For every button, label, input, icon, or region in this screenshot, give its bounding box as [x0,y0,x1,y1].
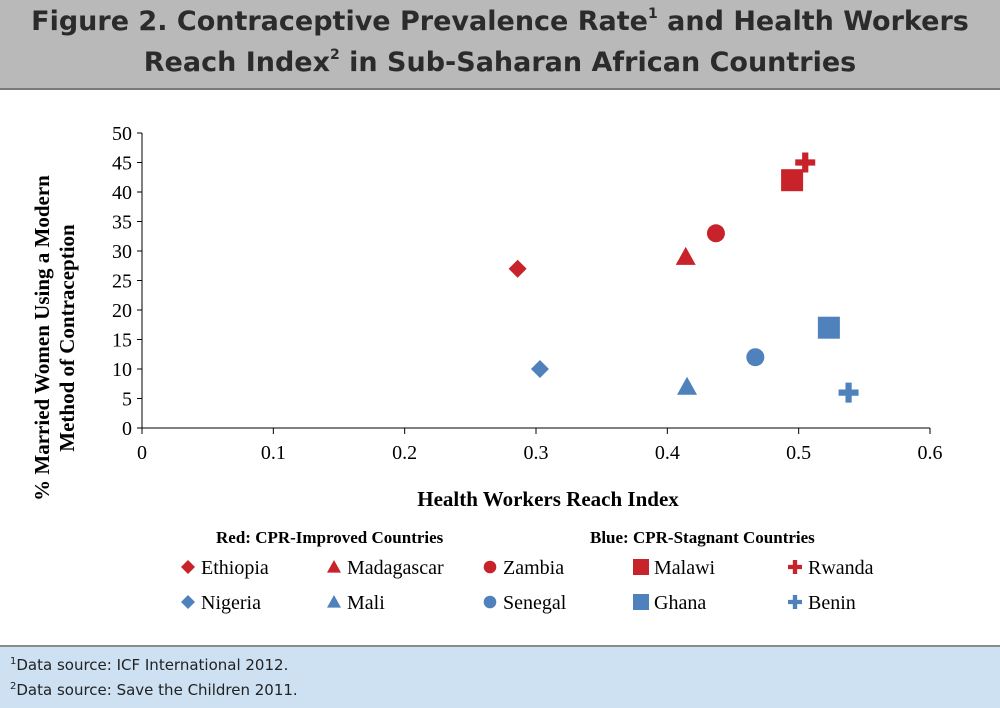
legend-marker-mali [327,595,341,608]
chart-legend: Red: CPR-Improved Countries Blue: CPR-St… [181,528,874,614]
data-points [508,152,859,403]
y-tick-label: 5 [122,389,132,411]
y-tick-label: 20 [112,300,132,322]
data-point-zambia [706,224,725,243]
data-point-senegal [746,348,765,367]
legend-label-ethiopia: Ethiopia [201,557,269,579]
legend-marker-nigeria [181,595,195,609]
data-point-mali [677,376,698,395]
footnote-2-text: Data source: Save the Children 2011. [16,681,298,699]
data-point-rwanda [795,152,816,173]
y-axis-label: % Married Women Using a Modern Method of… [30,175,79,501]
legend-marker-ghana [633,594,649,610]
footnote-1-text: Data source: ICF International 2012. [16,656,289,674]
title-text-part-3: Reach Index [143,47,331,78]
footnote-1-marker: 1 [10,656,17,667]
data-point-ethiopia [508,259,527,278]
x-axis-label: Health Workers Reach Index [417,487,679,511]
legend-marker-senegal [483,595,497,609]
legend-label-nigeria: Nigeria [201,592,261,614]
y-tick-label: 45 [112,153,132,175]
legend-label-senegal: Senegal [503,592,567,614]
legend-marker-benin [788,595,803,609]
x-tick-label: 0.4 [655,442,680,464]
y-tick-label: 0 [122,418,132,440]
legend-group-label-stagnant: Blue: CPR-Stagnant Countries [590,528,815,547]
legend-label-zambia: Zambia [503,557,564,579]
y-tick-label: 40 [112,182,132,204]
data-point-malawi [781,169,804,192]
legend-label-madagascar: Madagascar [347,557,444,579]
data-point-madagascar [675,246,696,265]
y-axis-label-line-1: % Married Women Using a Modern [30,175,54,501]
chart-axes [141,133,930,429]
legend-marker-madagascar [327,560,341,573]
title-footnote-marker-1: 1 [648,6,658,22]
legend-label-rwanda: Rwanda [808,557,874,579]
legend-marker-rwanda [788,560,803,574]
x-tick-label: 0.2 [392,442,417,464]
legend-label-benin: Benin [808,592,856,614]
title-text-part-4: in Sub-Saharan African Countries [339,47,857,78]
axis-ticks: 0 5 10 15 20 25 30 35 40 45 50 0 0.1 0.2 0.3 0.4 0.5 0.6 [112,123,943,464]
y-tick-label: 50 [112,123,132,145]
x-tick-label: 0.6 [918,442,943,464]
legend-marker-zambia [483,560,497,574]
x-tick-label: 0.5 [786,442,811,464]
legend-label-malawi: Malawi [654,557,716,579]
chart-title-line-1: Figure 2. Contraceptive Prevalence Rate1… [0,6,1000,37]
y-tick-label: 15 [112,330,132,352]
legend-marker-ethiopia [181,560,195,574]
footnote-1: 1Data source: ICF International 2012. [10,656,288,674]
data-point-benin [838,382,859,403]
data-point-ghana [817,316,840,339]
y-tick-label: 10 [112,359,132,381]
footnote-2: 2Data source: Save the Children 2011. [10,681,298,699]
y-axis-label-line-2: Method of Contraception [55,224,79,452]
legend-group-label-improved: Red: CPR-Improved Countries [216,528,444,547]
legend-marker-malawi [633,559,649,575]
title-footnote-marker-2: 2 [330,47,340,63]
title-text-part-1: Figure 2. Contraceptive Prevalence Rate [31,6,648,37]
footnotes: 1Data source: ICF International 2012. 2D… [0,645,1000,708]
y-tick-label: 25 [112,271,132,293]
data-point-nigeria [530,360,549,378]
legend-label-mali: Mali [347,592,385,614]
x-tick-label: 0 [137,442,147,464]
legend-label-ghana: Ghana [654,592,706,614]
footnote-2-marker: 2 [10,681,17,692]
title-bar: Figure 2. Contraceptive Prevalence Rate1… [0,0,1000,90]
y-tick-label: 30 [112,241,132,263]
chart-title-line-2: Reach Index2 in Sub-Saharan African Coun… [0,47,1000,78]
y-tick-label: 35 [112,212,132,234]
title-text-part-2: and Health Workers [657,6,969,37]
x-tick-label: 0.1 [261,442,286,464]
x-tick-label: 0.3 [524,442,549,464]
